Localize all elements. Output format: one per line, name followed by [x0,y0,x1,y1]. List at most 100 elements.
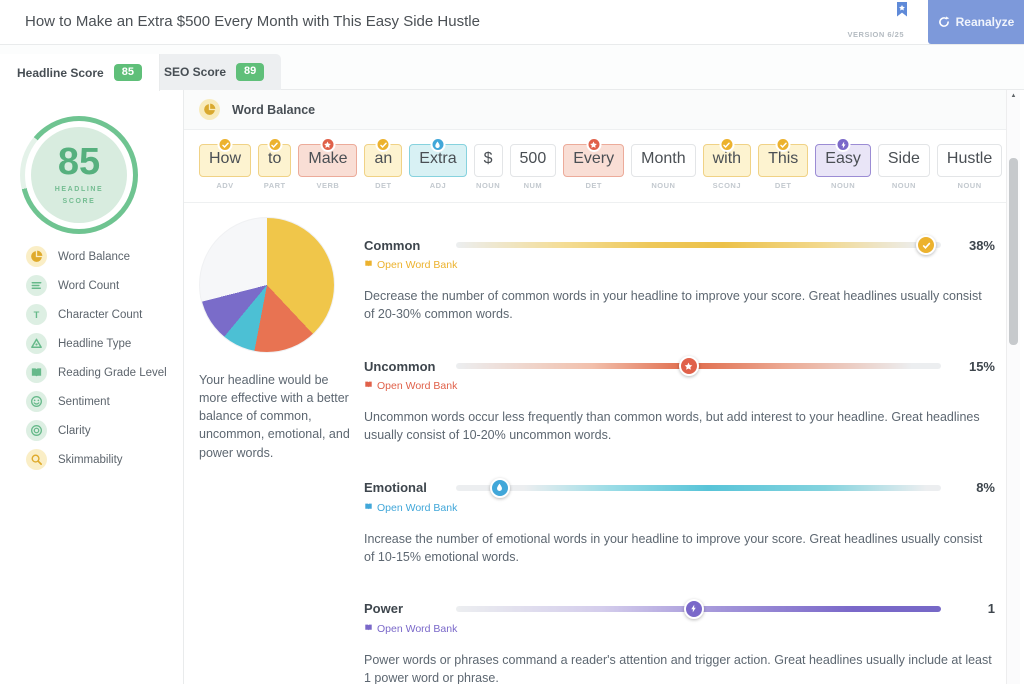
open-word-bank-label: Open Word Bank [377,501,458,514]
headline-word[interactable]: Easy NOUN [815,137,871,190]
word-pos-label: ADV [216,180,234,190]
sidebar-item-word-count[interactable]: Word Count [26,271,179,300]
tab-headline-score[interactable]: Headline Score 85 [0,54,160,91]
slider-handle[interactable] [489,477,510,498]
word-pos-label: NOUN [957,180,982,190]
score-badge: 89 [236,63,265,81]
metrics-list: Common 38% Open Word Bank Decrease the n… [364,203,995,684]
headline-word[interactable]: an DET [364,137,403,190]
open-word-bank-link[interactable]: Open Word Bank [364,259,457,271]
open-word-bank-link[interactable]: Open Word Bank [364,380,457,392]
open-word-bank-link[interactable]: Open Word Bank [364,502,457,514]
tab-seo-score[interactable]: SEO Score 89 [147,54,282,90]
open-word-bank-link[interactable]: Open Word Bank [364,623,457,635]
headline-word[interactable]: with SCONJ [702,137,752,190]
headline-word[interactable]: This DET [758,137,809,190]
check-icon [217,137,233,152]
slider-track [456,484,941,491]
word-balance-header-icon [199,99,220,120]
word-tag[interactable]: This [758,137,809,177]
book-icon [364,380,373,392]
check-icon [375,137,391,152]
check-icon [267,137,283,152]
sidebar-item-reading-grade-level[interactable]: Reading Grade Level [26,358,179,387]
slider-handle[interactable] [916,235,937,255]
scrollbar-thumb[interactable] [1009,158,1018,345]
refresh-icon [938,16,950,28]
triangle-icon [26,333,47,354]
metric-description: Decrease the number of common words in y… [364,289,982,322]
sidebar: 85 HEADLINE SCORE Word Balance Word Coun… [0,90,183,684]
headline-word[interactable]: How ADV [199,137,252,190]
word-pos-label: DET [774,180,792,190]
metric-slider[interactable] [456,477,941,498]
word-text: Side [887,150,920,167]
word-tag[interactable]: to [258,137,292,177]
metric-label: Emotional [364,480,427,495]
word-pos-label: ADJ [429,180,447,190]
headline-word[interactable]: Make VERB [298,137,358,190]
word-tag[interactable]: 500 [509,144,557,177]
metric-slider[interactable] [456,235,941,255]
headline-word[interactable]: $ NOUN [473,144,503,190]
word-tag[interactable]: Hustle [936,144,1003,177]
word-tag[interactable]: How [199,137,252,177]
sidebar-item-clarity[interactable]: Clarity [26,416,179,445]
word-pos-label: NOUN [891,180,916,190]
word-tag[interactable]: Extra [409,137,467,177]
headline-word[interactable]: 500 NUM [509,144,557,190]
word-pos-label: VERB [316,180,340,190]
open-word-bank-label: Open Word Bank [377,259,458,271]
word-tag[interactable]: an [364,137,403,177]
metric-slider[interactable] [456,356,941,377]
headline-word[interactable]: Hustle NOUN [936,144,1003,190]
bookmark-icon[interactable] [896,2,908,17]
metric-slider[interactable] [456,598,941,619]
headline-word[interactable]: to PART [258,137,292,190]
slider-handle[interactable] [678,356,699,377]
target-icon [26,420,47,441]
book-icon [364,502,373,514]
headline-word[interactable]: Every DET [563,137,625,190]
word-tag[interactable]: Every [563,137,625,177]
headline-word[interactable]: Extra ADJ [409,137,467,190]
metric-value: 8% [976,480,995,495]
score-badge: 85 [113,63,142,82]
word-tag[interactable]: $ [473,144,503,177]
word-tag[interactable]: Side [877,144,930,177]
book-icon [364,623,373,635]
book-icon [26,362,47,383]
smiley-icon [26,391,47,412]
word-tag[interactable]: with [702,137,752,177]
sidebar-item-label: Reading Grade Level [58,366,167,379]
metric-value: 1 [987,601,995,617]
word-tag[interactable]: Month [631,144,696,177]
reanalyze-button[interactable]: Reanalyze [928,0,1024,44]
header: How to Make an Extra $500 Every Month wi… [0,0,1024,45]
word-text: Hustle [946,150,993,167]
headline-word[interactable]: Side NOUN [877,144,930,190]
headline-words-row: How ADV to PART Make VERB an DET Extra A… [184,130,1006,203]
metric-label: Uncommon [364,358,436,374]
metric-head: Common 38% [364,235,995,255]
scrollbar-up-arrow[interactable]: ▲ [1010,93,1017,99]
headline-word[interactable]: Month NOUN [631,144,696,190]
sidebar-item-sentiment[interactable]: Sentiment [26,387,179,416]
book-icon [364,259,373,271]
sidebar-item-label: Clarity [58,424,91,437]
sidebar-item-character-count[interactable]: T Character Count [26,300,179,329]
bolt-icon [835,137,851,152]
scrollbar[interactable]: ▲ [1006,90,1020,684]
sidebar-item-headline-type[interactable]: Headline Type [26,329,179,358]
sidebar-item-skimmability[interactable]: Skimmability [26,445,179,474]
panel-header: Word Balance [184,90,1006,130]
word-text: 500 [519,150,547,167]
slider-handle[interactable] [683,598,704,619]
word-tag[interactable]: Make [298,137,358,177]
panel-title: Word Balance [232,102,316,117]
droplet-icon [430,137,446,152]
word-tag[interactable]: Easy [815,137,871,177]
metric-description: Increase the number of emotional words i… [364,531,983,564]
sidebar-item-word-balance[interactable]: Word Balance [26,242,179,271]
